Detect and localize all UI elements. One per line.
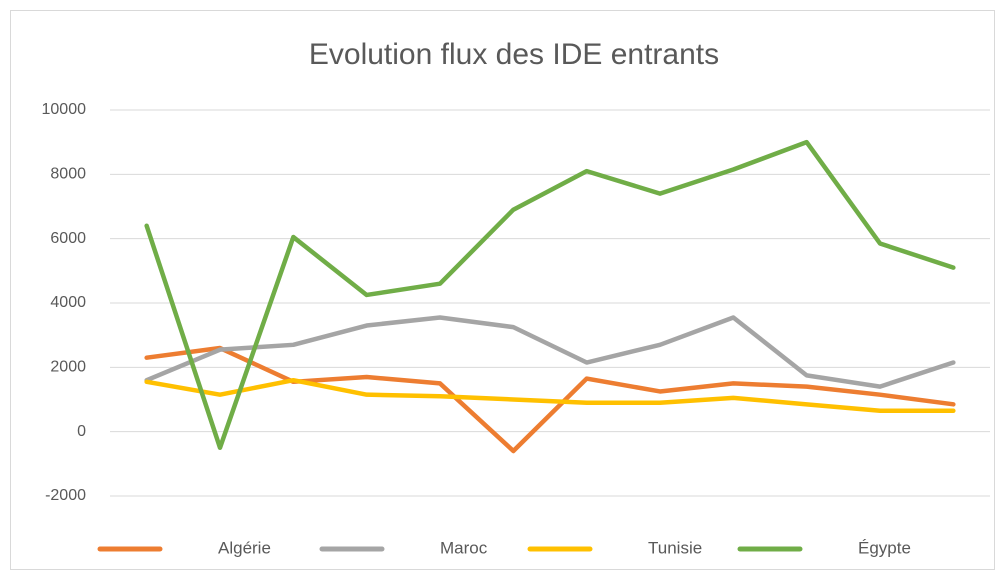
y-tick-label: 0 [77,423,86,440]
series-line [144,139,956,450]
series-line [144,377,956,414]
legend-label: Algérie [218,538,271,557]
series-line [144,315,956,389]
y-tick-label: 4000 [50,294,86,311]
chart-border [10,10,995,570]
y-tick-label: 8000 [50,166,86,183]
y-tick-label: 2000 [50,359,86,376]
chart-title: Evolution flux des IDE entrants [309,38,719,71]
legend-label: Tunisie [648,538,702,557]
legend-label: Maroc [440,538,488,557]
y-tick-label: 10000 [42,101,87,118]
y-tick-label: -2000 [45,487,86,504]
legend-label: Égypte [858,538,911,557]
series-line [144,345,956,454]
y-tick-label: 6000 [50,230,86,247]
